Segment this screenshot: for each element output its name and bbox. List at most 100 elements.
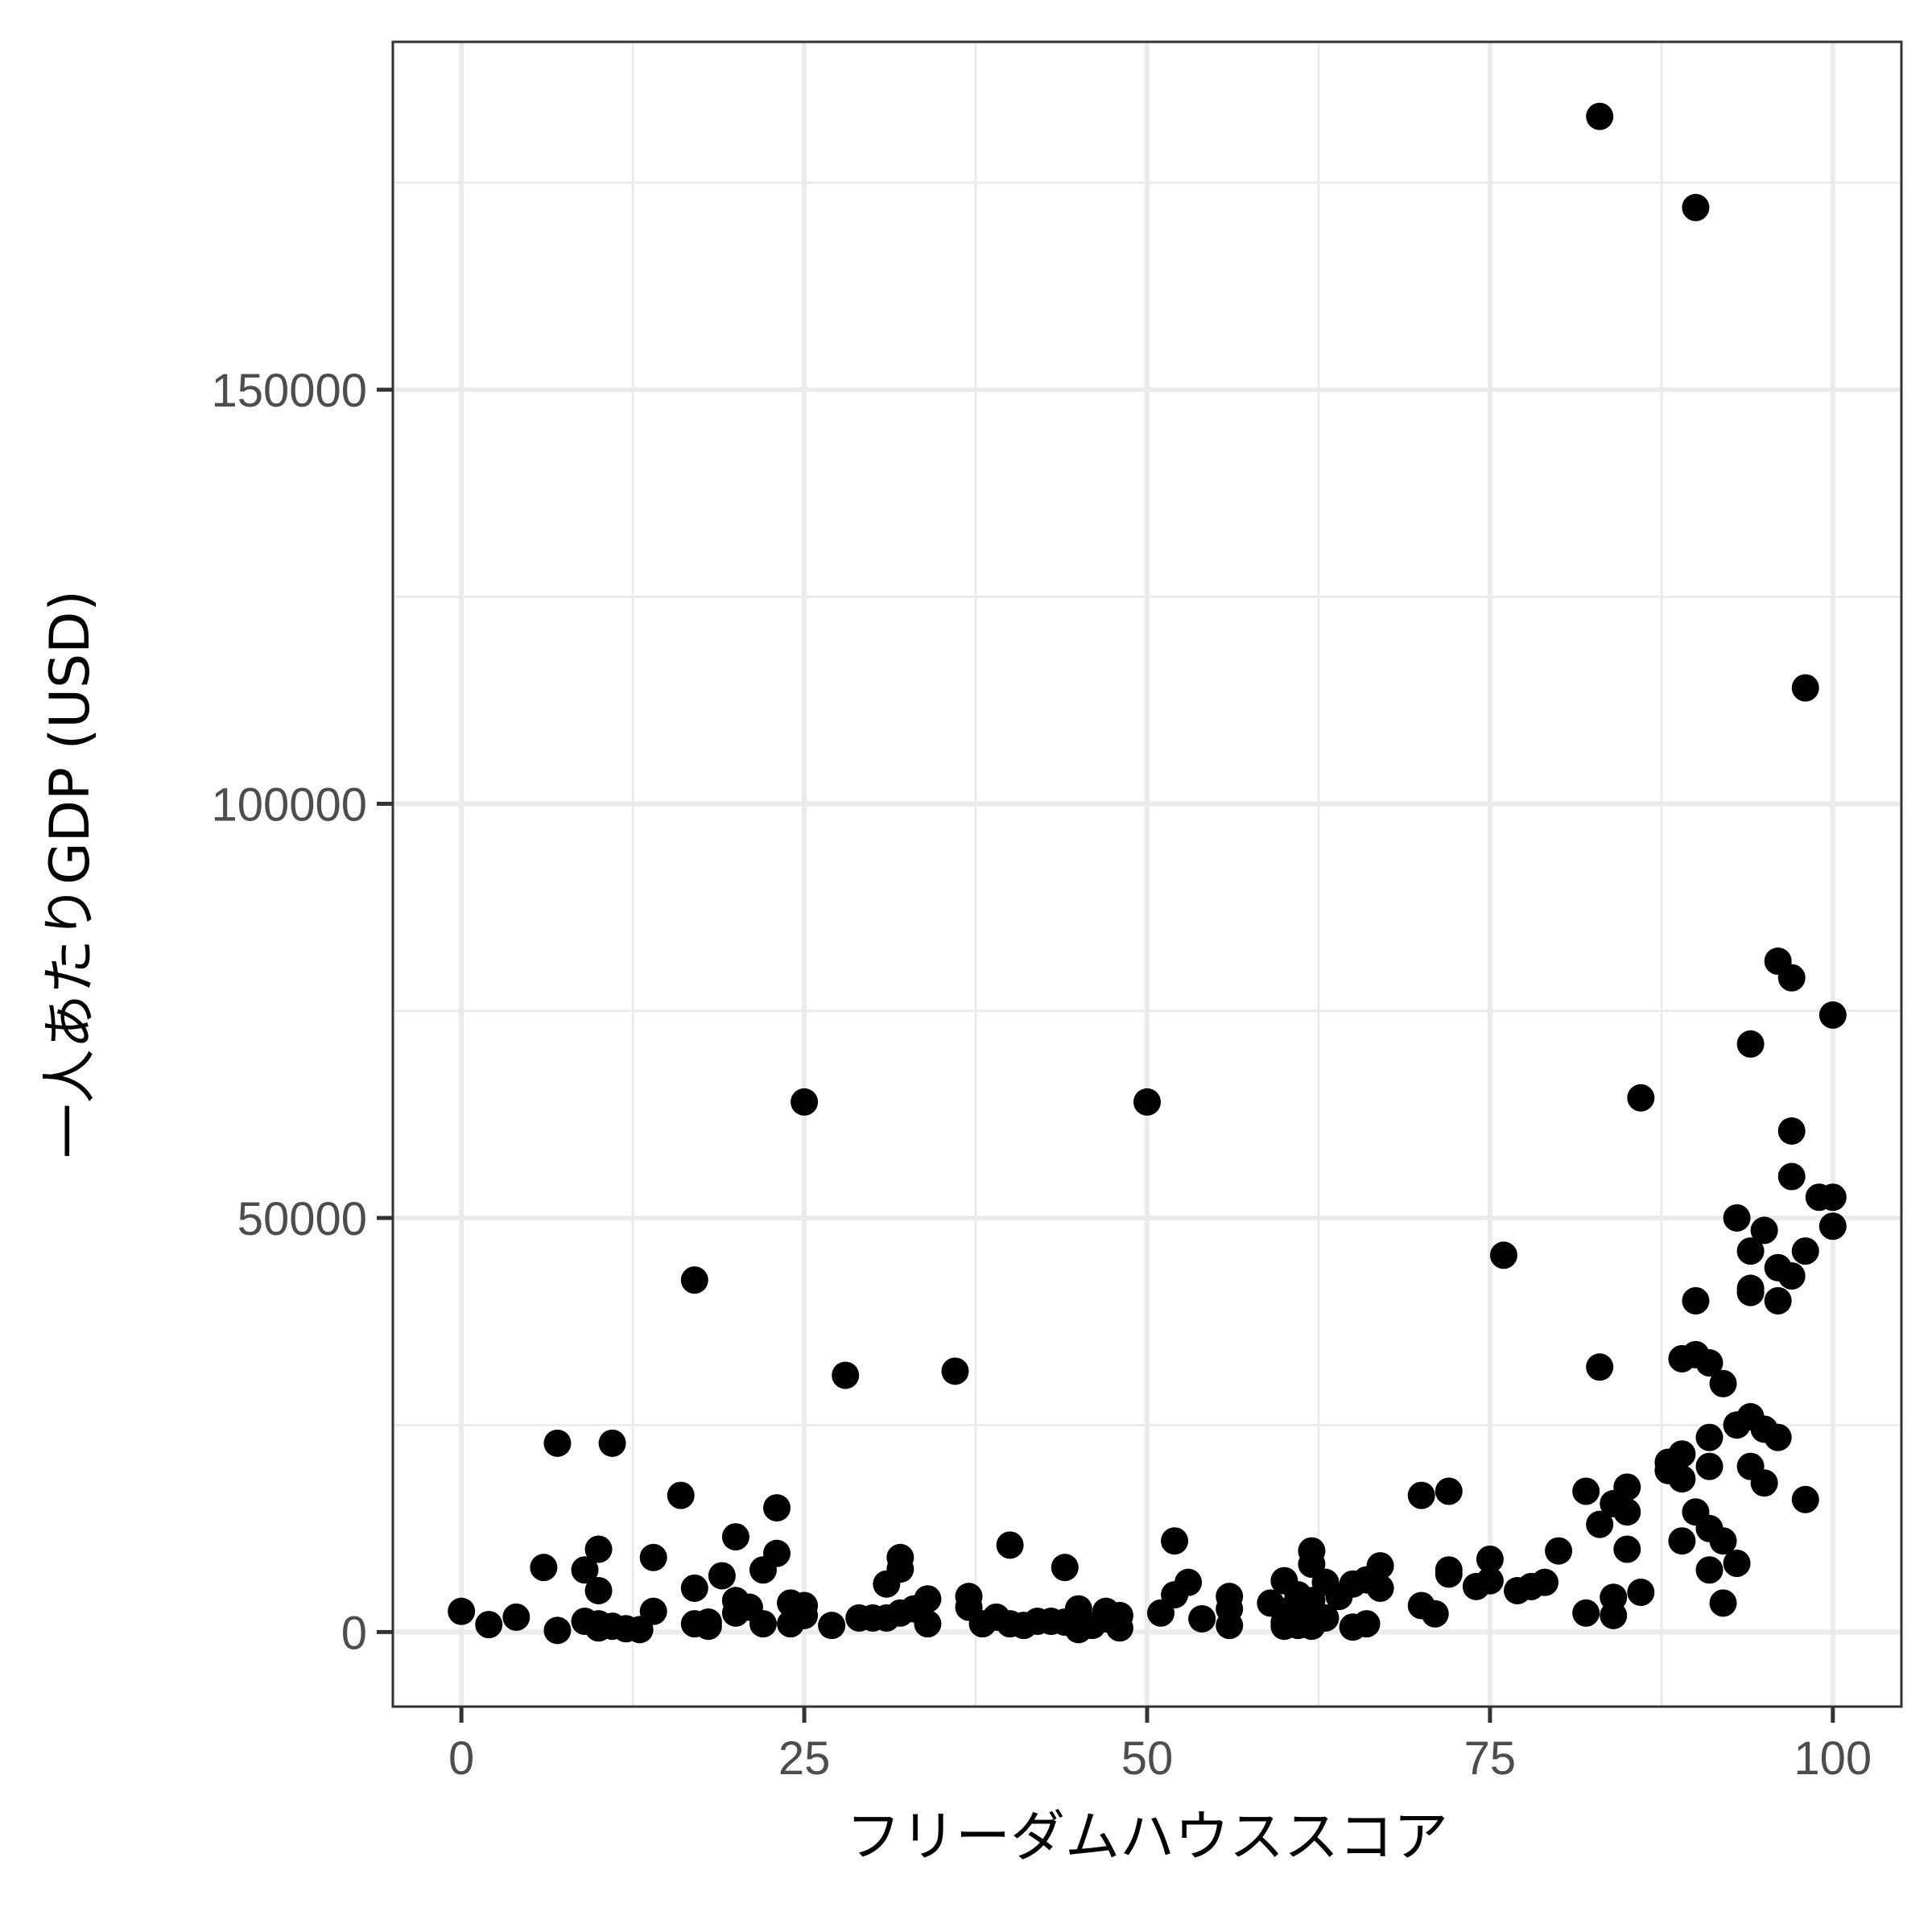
- data-point: [1777, 1117, 1806, 1145]
- data-point: [1435, 1477, 1463, 1505]
- data-point: [1791, 1237, 1819, 1265]
- data-point: [584, 1535, 613, 1563]
- data-point: [1709, 1589, 1737, 1617]
- data-point: [543, 1616, 572, 1645]
- data-point: [598, 1429, 626, 1457]
- data-point: [1682, 1286, 1710, 1315]
- data-point: [1791, 674, 1819, 702]
- data-point: [791, 1088, 819, 1116]
- data-points: [448, 102, 1847, 1645]
- data-point: [1764, 1423, 1792, 1451]
- data-point: [680, 1266, 708, 1294]
- data-point: [1695, 1452, 1724, 1480]
- data-point: [1270, 1612, 1298, 1641]
- data-point: [941, 1357, 969, 1385]
- data-point: [680, 1574, 708, 1602]
- data-point: [1750, 1216, 1778, 1245]
- data-point: [1709, 1369, 1737, 1397]
- data-point: [1298, 1612, 1326, 1641]
- data-point: [1723, 1411, 1751, 1439]
- data-point: [1051, 1554, 1079, 1582]
- data-point: [1750, 1469, 1778, 1497]
- y-tick-label: 100000: [211, 779, 367, 832]
- data-point: [1777, 964, 1806, 992]
- data-point: [1421, 1600, 1449, 1628]
- data-point: [832, 1361, 860, 1389]
- data-point: [1791, 1485, 1819, 1513]
- data-point: [1818, 1183, 1847, 1212]
- data-point: [749, 1610, 777, 1638]
- data-point: [1325, 1583, 1353, 1611]
- data-point: [1161, 1527, 1189, 1555]
- data-point: [1105, 1614, 1133, 1642]
- data-point: [639, 1543, 667, 1571]
- y-tick-label: 50000: [237, 1193, 367, 1245]
- data-point: [584, 1576, 613, 1604]
- data-point: [845, 1604, 873, 1632]
- data-point: [475, 1611, 503, 1639]
- data-point: [667, 1481, 695, 1509]
- data-point: [530, 1554, 558, 1582]
- grid-lines: [393, 42, 1901, 1707]
- data-point: [1736, 1278, 1765, 1307]
- data-point: [1545, 1537, 1573, 1565]
- data-point: [625, 1616, 654, 1644]
- data-point: [818, 1612, 846, 1640]
- data-point: [502, 1603, 530, 1631]
- data-point: [1037, 1608, 1065, 1636]
- data-point: [1188, 1604, 1216, 1633]
- data-point: [448, 1597, 476, 1625]
- x-tick-label: 100: [1794, 1732, 1872, 1785]
- x-tick-label: 0: [448, 1732, 474, 1785]
- data-point: [694, 1612, 722, 1641]
- x-axis-title: フリーダムハウススコア: [846, 1806, 1448, 1869]
- data-point: [1777, 1162, 1806, 1191]
- data-point: [1572, 1599, 1600, 1627]
- data-point: [1366, 1574, 1394, 1602]
- data-point: [749, 1556, 777, 1584]
- data-point: [763, 1494, 791, 1522]
- data-point: [1695, 1423, 1724, 1451]
- data-point: [1613, 1535, 1641, 1563]
- data-point: [1627, 1084, 1655, 1112]
- y-axis-title: 一人あたりGDP (USD): [39, 590, 102, 1158]
- data-point: [1709, 1527, 1737, 1555]
- data-point: [777, 1610, 805, 1638]
- axis-ticks: [377, 387, 1835, 1723]
- x-tick-label: 50: [1121, 1732, 1174, 1785]
- data-point: [1627, 1579, 1655, 1607]
- data-point: [1764, 1286, 1792, 1315]
- data-point: [543, 1429, 572, 1457]
- data-point: [1462, 1572, 1490, 1600]
- data-point: [1668, 1465, 1696, 1493]
- data-point: [571, 1556, 599, 1584]
- data-point: [914, 1610, 942, 1638]
- data-point: [1133, 1088, 1161, 1116]
- data-point: [1668, 1527, 1696, 1555]
- data-point: [1339, 1613, 1367, 1641]
- data-point: [1064, 1616, 1092, 1644]
- data-point: [1695, 1349, 1724, 1377]
- data-point: [996, 1531, 1024, 1559]
- data-point: [708, 1562, 736, 1590]
- data-point: [1736, 1237, 1765, 1265]
- data-point: [1407, 1481, 1435, 1509]
- data-point: [1613, 1498, 1641, 1526]
- x-tick-label: 25: [778, 1732, 831, 1785]
- data-point: [1682, 193, 1710, 221]
- data-point: [1736, 1030, 1765, 1058]
- data-point: [1586, 1510, 1614, 1538]
- data-point: [584, 1614, 613, 1642]
- data-point: [1572, 1477, 1600, 1505]
- data-point: [1586, 102, 1614, 130]
- y-tick-label: 0: [341, 1607, 367, 1659]
- y-tick-label: 150000: [211, 365, 367, 417]
- data-point: [1818, 1001, 1847, 1029]
- data-point: [1586, 1353, 1614, 1381]
- data-point: [1818, 1212, 1847, 1241]
- data-point: [873, 1604, 901, 1632]
- data-point: [1435, 1560, 1463, 1588]
- data-point: [1777, 1261, 1806, 1290]
